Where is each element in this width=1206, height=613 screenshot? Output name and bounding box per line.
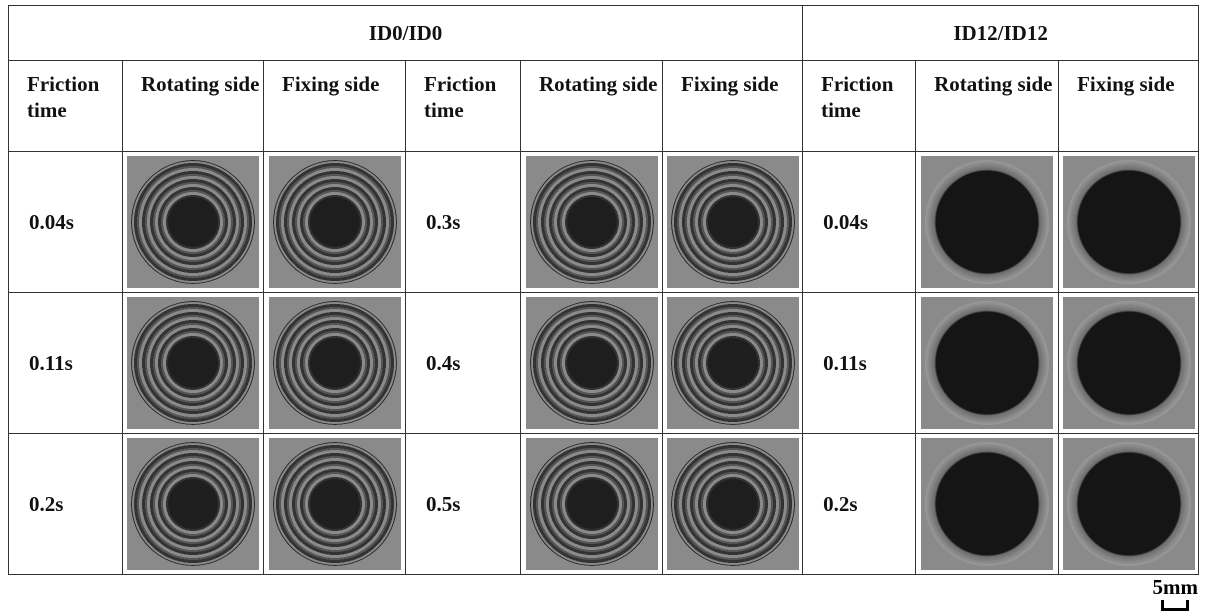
column-header: Rotating side — [916, 61, 1059, 152]
specimen-disc — [1067, 160, 1191, 284]
specimen-photo — [921, 297, 1053, 429]
specimen-disc — [925, 301, 1049, 425]
friction-time: 0.2s — [803, 434, 916, 575]
specimen-disc — [671, 160, 795, 284]
specimen-photo — [667, 297, 799, 429]
table-row: 0.11s 0.4s 0.11s — [9, 293, 1199, 434]
specimen-photo-cell — [264, 434, 406, 575]
specimen-photo-cell — [123, 293, 264, 434]
table-row: 0.2s 0.5s 0.2s — [9, 434, 1199, 575]
specimen-photo — [526, 438, 658, 570]
column-header: Friction time — [803, 61, 916, 152]
specimen-photo-cell — [123, 434, 264, 575]
specimen-photo-cell — [916, 152, 1059, 293]
specimen-disc — [273, 160, 397, 284]
friction-time: 0.04s — [9, 152, 123, 293]
friction-time: 0.11s — [803, 293, 916, 434]
specimen-photo-cell — [1059, 434, 1199, 575]
specimen-disc — [131, 160, 255, 284]
specimen-photo — [1063, 156, 1195, 288]
column-header: Fixing side — [663, 61, 803, 152]
specimen-photo — [526, 156, 658, 288]
specimen-photo — [921, 438, 1053, 570]
specimen-photo — [127, 156, 259, 288]
specimen-photo-cell — [123, 152, 264, 293]
column-header: Friction time — [9, 61, 123, 152]
friction-time: 0.5s — [406, 434, 521, 575]
specimen-photo-cell — [663, 293, 803, 434]
friction-time: 0.04s — [803, 152, 916, 293]
specimen-photo-cell — [916, 293, 1059, 434]
specimen-photo-cell — [264, 152, 406, 293]
specimen-disc — [273, 301, 397, 425]
column-header: Friction time — [406, 61, 521, 152]
specimen-disc — [131, 442, 255, 566]
specimen-photo-cell — [1059, 152, 1199, 293]
column-header: Rotating side — [123, 61, 264, 152]
scale-bar: 5mm — [1153, 575, 1199, 611]
specimen-photo-cell — [264, 293, 406, 434]
specimen-disc — [530, 301, 654, 425]
specimen-photo — [526, 297, 658, 429]
column-header: Rotating side — [521, 61, 663, 152]
specimen-disc — [671, 442, 795, 566]
specimen-photo — [269, 156, 401, 288]
specimen-photo — [921, 156, 1053, 288]
specimen-photo — [127, 438, 259, 570]
scale-line — [1161, 600, 1189, 611]
specimen-disc — [671, 301, 795, 425]
group-header: ID0/ID0 — [9, 6, 803, 61]
specimen-disc — [530, 160, 654, 284]
specimen-photo-cell — [663, 152, 803, 293]
specimen-photo — [1063, 438, 1195, 570]
specimen-disc — [273, 442, 397, 566]
page: ID0/ID0ID12/ID12Friction timeRotating si… — [0, 0, 1206, 613]
friction-time: 0.11s — [9, 293, 123, 434]
specimen-photo — [269, 297, 401, 429]
specimen-photo — [667, 438, 799, 570]
specimen-photo — [667, 156, 799, 288]
specimen-disc — [1067, 301, 1191, 425]
specimen-photo-cell — [916, 434, 1059, 575]
specimen-photo — [127, 297, 259, 429]
scale-label: 5mm — [1153, 575, 1199, 600]
group-header: ID12/ID12 — [803, 6, 1199, 61]
specimen-photo-cell — [1059, 293, 1199, 434]
specimen-photo-cell — [521, 152, 663, 293]
friction-time: 0.2s — [9, 434, 123, 575]
column-header: Fixing side — [1059, 61, 1199, 152]
specimen-disc — [925, 442, 1049, 566]
column-header: Fixing side — [264, 61, 406, 152]
specimen-photo-cell — [521, 434, 663, 575]
table-row: 0.04s 0.3s 0.04s — [9, 152, 1199, 293]
friction-time: 0.3s — [406, 152, 521, 293]
specimen-disc — [1067, 442, 1191, 566]
specimen-photo — [269, 438, 401, 570]
specimen-disc — [925, 160, 1049, 284]
specimen-photo-cell — [521, 293, 663, 434]
specimen-photo-cell — [663, 434, 803, 575]
specimen-disc — [530, 442, 654, 566]
specimen-photo — [1063, 297, 1195, 429]
specimen-disc — [131, 301, 255, 425]
friction-time: 0.4s — [406, 293, 521, 434]
